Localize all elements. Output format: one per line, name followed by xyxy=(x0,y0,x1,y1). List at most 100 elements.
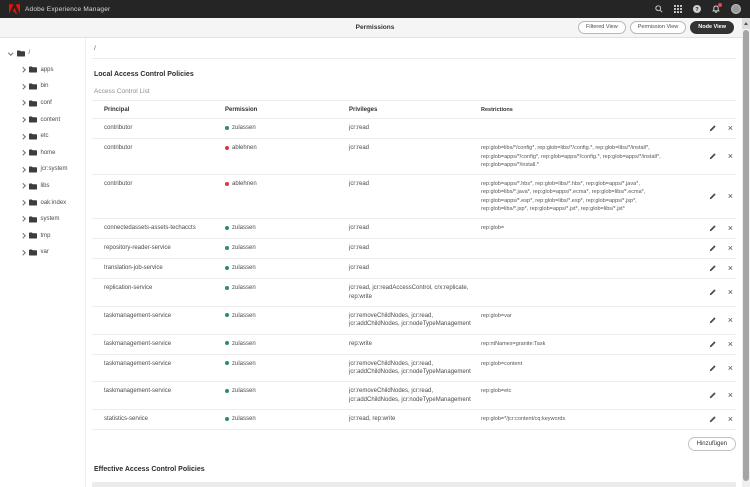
delete-icon[interactable] xyxy=(728,316,733,325)
tree-item-label: content xyxy=(40,116,61,123)
view-button[interactable]: Node View xyxy=(690,20,734,35)
restrictions-cell: rep:ntNames=granite:Task xyxy=(481,340,546,347)
privileges-cell: jcr:read xyxy=(349,125,370,132)
tree-item-label: libs xyxy=(40,183,50,190)
chevron-right-icon xyxy=(20,133,26,139)
tree-item[interactable]: home xyxy=(0,145,85,162)
search-icon[interactable] xyxy=(655,5,663,13)
edit-icon[interactable] xyxy=(709,153,716,160)
edit-icon[interactable] xyxy=(709,289,716,296)
table-row: translation-job-service zulassen jcr:rea… xyxy=(92,259,736,280)
edit-icon[interactable] xyxy=(709,193,716,200)
permission-status-dot xyxy=(225,245,229,250)
permission-cell: zulassen xyxy=(225,284,349,292)
vertical-scrollbar[interactable] xyxy=(742,18,750,487)
table-row: taskmanagement-service zulassen jcr:remo… xyxy=(92,382,736,411)
folder-icon xyxy=(28,183,37,190)
tree-item-label: bin xyxy=(40,83,49,90)
delete-icon[interactable] xyxy=(728,244,733,253)
delete-icon[interactable] xyxy=(728,288,733,297)
delete-icon[interactable] xyxy=(728,364,733,373)
effective-policy-accordion[interactable]: / xyxy=(92,482,736,487)
delete-icon[interactable] xyxy=(728,192,733,201)
scrollbar-up-arrow[interactable] xyxy=(742,18,750,29)
restrictions-cell: rep:glob=etc xyxy=(481,388,512,395)
table-body: contributor zulassen jcr:read xyxy=(92,119,736,431)
row-actions xyxy=(694,391,736,400)
table-row: taskmanagement-service zulassen rep:writ… xyxy=(92,335,736,355)
permission-label: zulassen xyxy=(232,360,256,367)
column-header-principal: Principal xyxy=(104,107,130,113)
edit-icon[interactable] xyxy=(709,317,716,324)
permission-cell: zulassen xyxy=(225,244,349,252)
folder-icon xyxy=(28,83,37,90)
permission-cell: zulassen xyxy=(225,415,349,423)
edit-icon[interactable] xyxy=(709,365,716,372)
restrictions-cell: rep:glob=*/jcr:content/cq:keywords xyxy=(481,416,566,423)
table-row: taskmanagement-service zulassen jcr:remo… xyxy=(92,355,736,383)
privileges-cell: jcr:removeChildNodes, jcr:read, jcr:addC… xyxy=(349,312,471,328)
add-entry-button[interactable]: Hinzufügen xyxy=(687,437,736,452)
current-path: / xyxy=(94,44,96,52)
delete-icon[interactable] xyxy=(728,264,733,273)
view-button[interactable]: Filtered View xyxy=(578,20,626,35)
help-icon[interactable]: ? xyxy=(693,5,701,13)
view-switcher: Filtered View Permission View Node View xyxy=(578,20,738,35)
table-row: statistics-service zulassen jcr:read, re… xyxy=(92,410,736,431)
permission-status-dot xyxy=(225,388,229,393)
edit-icon[interactable] xyxy=(709,392,716,399)
edit-icon[interactable] xyxy=(709,225,716,232)
breadcrumb: / xyxy=(92,38,736,59)
delete-icon[interactable] xyxy=(728,340,733,349)
folder-icon xyxy=(28,100,37,107)
principal-cell: connectedassets-assets-techaccts xyxy=(104,225,196,232)
delete-icon[interactable] xyxy=(728,152,733,161)
tree-item[interactable]: apps xyxy=(0,62,85,79)
edit-icon[interactable] xyxy=(709,245,716,252)
edit-icon[interactable] xyxy=(709,125,716,132)
permission-label: zulassen xyxy=(232,285,256,292)
permission-label: zulassen xyxy=(232,225,256,232)
tree-item[interactable]: content xyxy=(0,111,85,128)
permission-cell: zulassen xyxy=(225,387,349,395)
permission-status-dot xyxy=(225,361,229,366)
tree-item[interactable]: tmp xyxy=(0,228,85,245)
principal-cell: contributor xyxy=(104,125,133,132)
apps-grid-icon[interactable] xyxy=(674,5,682,13)
chevron-right-icon xyxy=(20,216,26,222)
tree-item[interactable]: jcr:system xyxy=(0,161,85,178)
delete-icon[interactable] xyxy=(728,124,733,133)
privileges-cell: jcr:read, rep:write xyxy=(349,416,396,423)
tree-item[interactable]: conf xyxy=(0,95,85,112)
delete-icon[interactable] xyxy=(728,391,733,400)
permission-cell: zulassen xyxy=(225,340,349,348)
tree-item-label: / xyxy=(28,50,31,57)
restrictions-cell: rep:glob=apps/*.hbs*, rep:glob=libs/*.hb… xyxy=(481,181,646,212)
tree-item-label: system xyxy=(40,216,60,223)
permission-label: zulassen xyxy=(232,416,256,423)
tree-item[interactable]: etc xyxy=(0,128,85,145)
edit-icon[interactable] xyxy=(709,341,716,348)
tree-item[interactable]: var xyxy=(0,244,85,261)
tree-item[interactable]: system xyxy=(0,211,85,228)
tree-item[interactable]: bin xyxy=(0,78,85,95)
scrollbar-thumb[interactable] xyxy=(743,30,749,481)
principal-cell: translation-job-service xyxy=(104,265,163,272)
row-actions xyxy=(694,316,736,325)
permission-cell: zulassen xyxy=(225,224,349,232)
row-actions xyxy=(694,192,736,201)
edit-icon[interactable] xyxy=(709,265,716,272)
edit-icon[interactable] xyxy=(709,416,716,423)
delete-icon[interactable] xyxy=(728,415,733,424)
delete-icon[interactable] xyxy=(728,224,733,233)
permission-cell: zulassen xyxy=(225,264,349,272)
tree-item[interactable]: libs xyxy=(0,178,85,195)
chevron-right-icon xyxy=(20,84,26,89)
tree-item[interactable]: oak:index xyxy=(0,194,85,211)
table-row: contributor ablehnen jcr:read rep:glob=l… xyxy=(92,139,736,176)
privileges-cell: jcr:read xyxy=(349,245,370,252)
tree-item-root[interactable]: / xyxy=(0,45,85,62)
notifications-icon[interactable] xyxy=(712,3,722,13)
avatar[interactable] xyxy=(731,4,741,14)
view-button[interactable]: Permission View xyxy=(629,20,687,35)
